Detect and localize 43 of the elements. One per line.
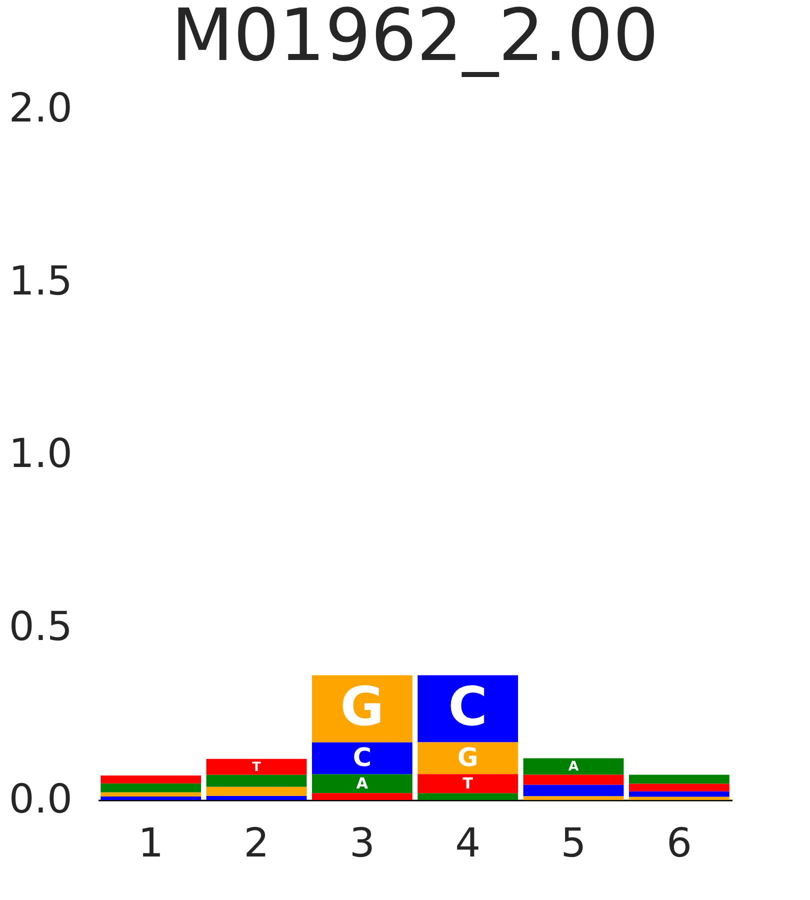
bar [523, 796, 624, 800]
bar [418, 774, 518, 794]
bar [628, 784, 730, 792]
bar [628, 791, 730, 797]
bar [418, 742, 518, 774]
x-tick-label: 4 [455, 820, 481, 866]
bar [100, 775, 202, 784]
bar [100, 783, 202, 792]
bar [312, 793, 412, 800]
text: G [340, 674, 384, 738]
x-tick-label: 1 [138, 820, 164, 866]
y-tick-label: 1.5 [8, 258, 72, 304]
bar [100, 796, 202, 800]
x-tick-label: 2 [244, 820, 270, 866]
y-tick-label: 0.0 [8, 776, 72, 822]
bar [206, 786, 307, 796]
bar [523, 774, 624, 785]
bar [628, 774, 730, 784]
bar [628, 796, 730, 800]
bar [523, 784, 624, 796]
bar [100, 792, 202, 797]
series-label: C [352, 742, 372, 772]
series-label: T [252, 758, 262, 774]
text: C [448, 674, 488, 738]
x-tick-label: 5 [560, 820, 586, 866]
text: T [462, 774, 474, 793]
y-tick-label: 2.0 [8, 86, 72, 132]
text: A [356, 774, 368, 793]
bar [206, 774, 307, 787]
bar [418, 793, 518, 800]
series-label: A [568, 759, 580, 774]
chart-title: M01962_2.00 [171, 0, 659, 77]
x-tick-label: 6 [666, 820, 692, 866]
x-tick-label: 3 [349, 820, 375, 866]
bar [418, 675, 518, 742]
bar [206, 758, 307, 775]
series-label: G [457, 742, 478, 772]
y-tick-label: 0.5 [8, 604, 72, 650]
y-tick-label: 1.0 [8, 431, 72, 477]
bar [312, 742, 412, 774]
bar [523, 758, 624, 775]
bar [312, 774, 412, 794]
bar [206, 796, 307, 800]
